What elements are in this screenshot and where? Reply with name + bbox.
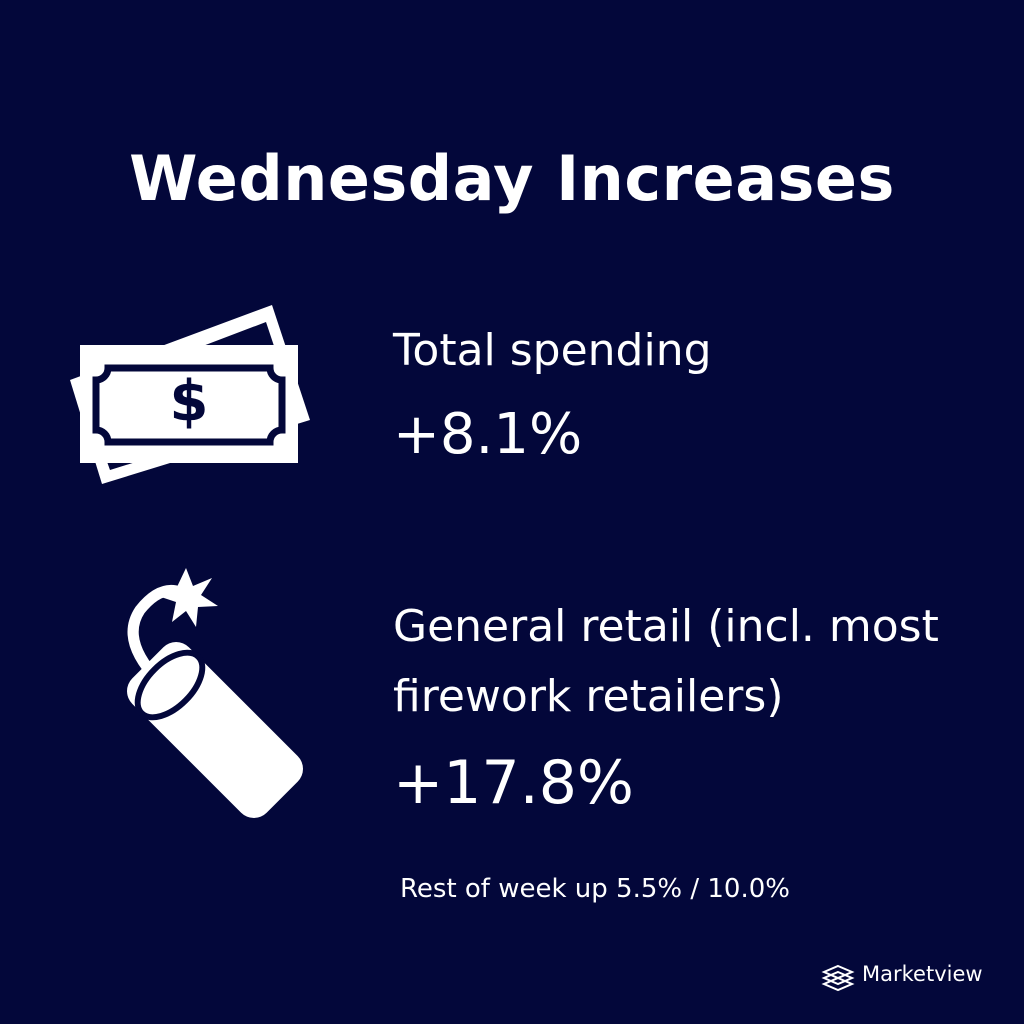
brand: Marketview — [862, 962, 983, 986]
item-label: Total spending — [393, 325, 712, 376]
title: Wednesday Increases — [129, 142, 895, 215]
footnote: Rest of week up 5.5% / 10.0% — [400, 874, 790, 904]
firecracker-icon — [126, 568, 304, 819]
brand-logo — [821, 964, 855, 992]
svg-text:$: $ — [170, 369, 209, 434]
money-icon: $ — [70, 305, 310, 484]
item-value: +8.1% — [393, 402, 583, 467]
item-label: General retail (incl. most firework reta… — [393, 601, 939, 722]
item-value: +17.8% — [393, 748, 634, 818]
